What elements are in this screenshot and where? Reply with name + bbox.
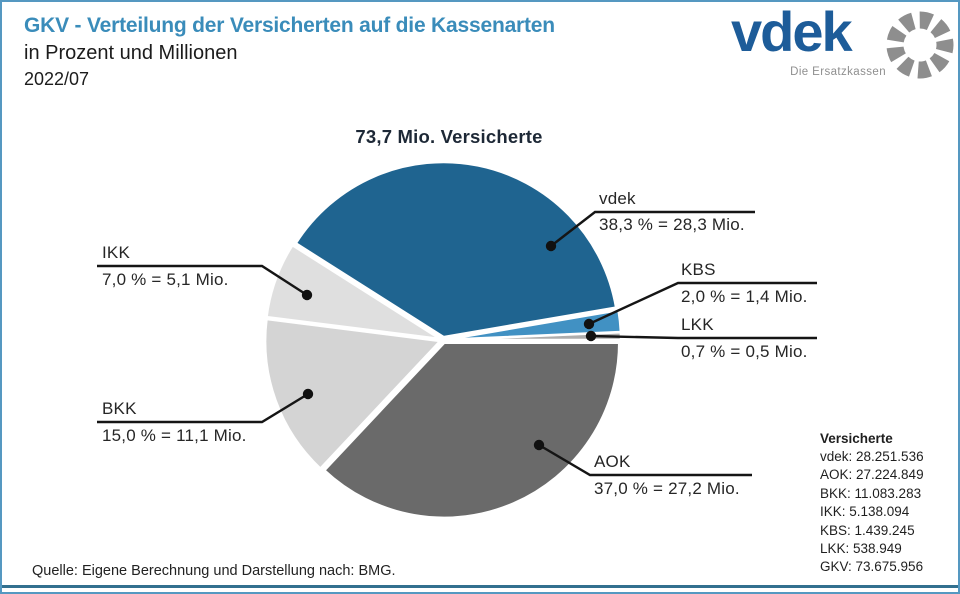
- value-bkk: 15,0 % = 11,1 Mio.: [102, 426, 247, 445]
- value-aok: 37,0 % = 27,2 Mio.: [594, 479, 740, 498]
- callout-dot-lkk: [585, 330, 597, 342]
- label-aok: AOK: [594, 452, 631, 471]
- callout-dot-bkk: [302, 388, 314, 400]
- label-lkk: LKK: [681, 315, 714, 334]
- value-kbs: 2,0 % = 1,4 Mio.: [681, 287, 808, 306]
- vdek-logo-wordmark: vdek: [731, 0, 853, 63]
- value-ikk: 7,0 % = 5,1 Mio.: [102, 270, 229, 289]
- legend-row-aok: AOK: 27.224.849: [820, 467, 924, 483]
- source-note: Quelle: Eigene Berechnung und Darstellun…: [32, 563, 396, 579]
- callout-line-bkk: [97, 392, 309, 424]
- callout-line-vdek: [550, 210, 755, 247]
- legend-row-kbs: KBS: 1.439.245: [820, 522, 915, 538]
- legend-row-bkk: BKK: 11.083.283: [820, 485, 922, 501]
- legend-row-lkk: LKK: 538.949: [820, 541, 902, 557]
- pie-slice-ikk: [265, 244, 442, 341]
- value-lkk: 0,7 % = 0,5 Mio.: [681, 342, 808, 361]
- insured-totals-rows: vdek: 28.251.536 AOK: 27.224.849 BKK: 11.0…: [820, 448, 924, 577]
- label-ikk: IKK: [102, 243, 131, 262]
- callout-line-lkk: [590, 334, 817, 340]
- chart-title: 73,7 Mio. Versicherte: [355, 126, 543, 147]
- callout-line-aok: [538, 443, 752, 477]
- report-date: 2022/07: [24, 69, 90, 89]
- label-bkk: BKK: [102, 399, 137, 418]
- callout-dot-aok: [533, 439, 545, 451]
- pie-slice-aok: [323, 341, 621, 519]
- pie-slice-bkk: [263, 317, 442, 470]
- callout-dot-vdek: [545, 240, 557, 252]
- vdek-logo-tagline: Die Ersatzkassen: [790, 66, 886, 78]
- label-kbs: KBS: [681, 260, 716, 279]
- value-vdek: 38,3 % = 28,3 Mio.: [599, 215, 745, 234]
- callout-line-kbs: [588, 281, 817, 326]
- vdek-ring-icon: [886, 11, 954, 79]
- page-subtitle: in Prozent und Millionen: [24, 42, 238, 64]
- callout-line-ikk: [97, 264, 308, 297]
- callout-dot-ikk: [301, 289, 313, 301]
- legend-row-ikk: IKK: 5.138.094: [820, 504, 910, 520]
- header: GKV - Verteilung der Versicherten auf di…: [24, 14, 555, 90]
- legend-row-gkv: GKV: 73.675.956: [820, 559, 924, 575]
- insured-totals-title: Versicherte: [820, 431, 893, 446]
- legend-row-vdek: vdek: 28.251.536: [820, 449, 924, 464]
- page-title: GKV - Verteilung der Versicherten auf di…: [24, 14, 555, 37]
- pie-slice-vdek: [294, 160, 618, 339]
- label-vdek: vdek: [599, 189, 636, 208]
- callout-dot-kbs: [583, 318, 595, 330]
- bottom-rule: [2, 585, 958, 588]
- insured-totals-list: Versicherte vdek: 28.251.536 AOK: 27.224.…: [820, 429, 924, 577]
